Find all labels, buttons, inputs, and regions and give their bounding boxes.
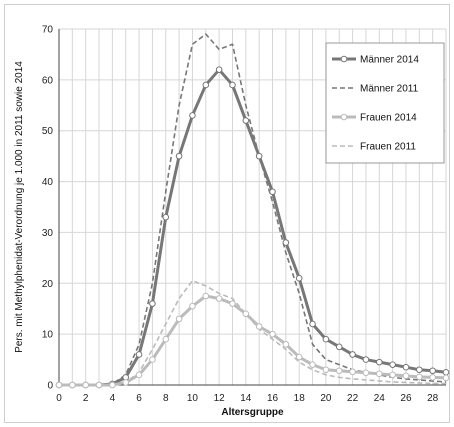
x-tick-label: 22: [347, 393, 359, 404]
x-tick-label: 14: [240, 393, 252, 404]
data-point: [229, 300, 236, 307]
x-tick-label: 26: [400, 393, 412, 404]
data-point: [416, 366, 423, 374]
legend: Männer 2014 Männer 2011 Frauen 2014 Frauen …: [325, 42, 445, 164]
data-point: [335, 367, 343, 375]
data-point: [402, 363, 410, 371]
line-chart: 0 2 4 6 8 10 12 14 16 18 20 22 24 26 28010203040506070…: [14, 25, 450, 418]
y-tick-label: 60: [42, 75, 54, 86]
data-point: [189, 302, 196, 310]
data-point: [402, 372, 410, 380]
data-point: [82, 381, 89, 389]
x-axis-title: Altersgruppe: [221, 407, 284, 418]
legend-marker: [340, 113, 348, 121]
x-tick-label: 10: [187, 393, 199, 404]
data-point: [429, 367, 436, 375]
legend-label: Frauen 2014: [360, 113, 417, 124]
data-point: [442, 374, 450, 382]
data-point: [202, 292, 210, 300]
data-point: [322, 335, 330, 343]
data-point: [295, 274, 303, 282]
data-point: [295, 353, 303, 361]
data-point: [149, 300, 156, 307]
data-point: [162, 213, 170, 221]
data-point: [322, 366, 330, 374]
chart-frame: 0 2 4 6 8 10 12 14 16 18 20 22 24 26 28 0 10 20 30 40 50 60 70…: [4, 4, 450, 423]
data-point: [135, 371, 143, 379]
y-tick-label: 10: [42, 330, 54, 341]
y-tick-label: 40: [42, 177, 54, 188]
y-tick-label: 0: [47, 381, 53, 392]
data-point: [215, 66, 223, 73]
data-point: [69, 381, 76, 389]
data-point: [95, 381, 103, 389]
data-point: [375, 358, 383, 366]
data-point: [282, 239, 290, 246]
x-tick-label: 2: [83, 393, 89, 404]
data-point: [55, 381, 63, 389]
x-tick-label: 28: [427, 393, 439, 404]
data-point: [175, 315, 183, 323]
legend-label: Männer 2011: [360, 84, 419, 95]
data-point: [269, 188, 276, 196]
y-axis-title: Pers. mit Methylphenidat-Verordnung je 1…: [14, 61, 25, 353]
data-point: [189, 112, 196, 119]
x-tick-label: 0: [56, 393, 62, 404]
data-point: [335, 343, 343, 351]
data-point: [389, 361, 396, 368]
data-point: [162, 335, 170, 343]
data-point: [149, 356, 156, 363]
data-point: [416, 373, 423, 381]
data-point: [109, 381, 116, 389]
data-point: [362, 356, 370, 363]
data-point: [242, 117, 250, 124]
axes: [58, 29, 446, 386]
data-point: [215, 295, 223, 302]
data-point: [349, 368, 356, 376]
data-point: [269, 330, 276, 338]
x-tick-label: 20: [320, 393, 332, 404]
data-point: [122, 379, 130, 386]
data-point: [229, 81, 236, 89]
data-point: [135, 351, 143, 358]
y-tick-label: 50: [42, 126, 54, 137]
data-point: [389, 371, 396, 379]
data-point: [442, 368, 450, 376]
legend-box: [325, 42, 445, 164]
y-tick-label: 70: [42, 25, 54, 36]
x-tick-label: 4: [110, 393, 116, 404]
x-tick-label: 18: [294, 393, 306, 404]
y-tick-label: 30: [42, 228, 54, 239]
legend-label: Männer 2014: [360, 55, 419, 66]
x-tick-label: 12: [214, 393, 226, 404]
series-line-3: [59, 294, 447, 387]
data-point: [255, 152, 263, 160]
legend-marker: [340, 55, 348, 63]
x-tick-label: 24: [374, 393, 386, 404]
y-tick-label: 20: [42, 279, 54, 290]
data-point: [375, 370, 383, 378]
data-point: [309, 320, 316, 328]
data-point: [362, 369, 370, 377]
x-tick-label: 8: [163, 393, 169, 404]
data-point: [309, 361, 316, 368]
data-point: [242, 310, 250, 318]
x-tick-label: 6: [136, 393, 142, 404]
data-point: [429, 374, 436, 381]
data-point: [175, 152, 183, 160]
x-tick-label: 16: [267, 393, 279, 404]
series-layer: [55, 33, 450, 389]
data-point: [349, 351, 356, 358]
data-point: [202, 81, 210, 89]
data-point: [255, 323, 263, 330]
series-line-4: [59, 279, 446, 386]
legend-label: Frauen 2011: [360, 142, 416, 153]
data-point: [282, 341, 290, 348]
